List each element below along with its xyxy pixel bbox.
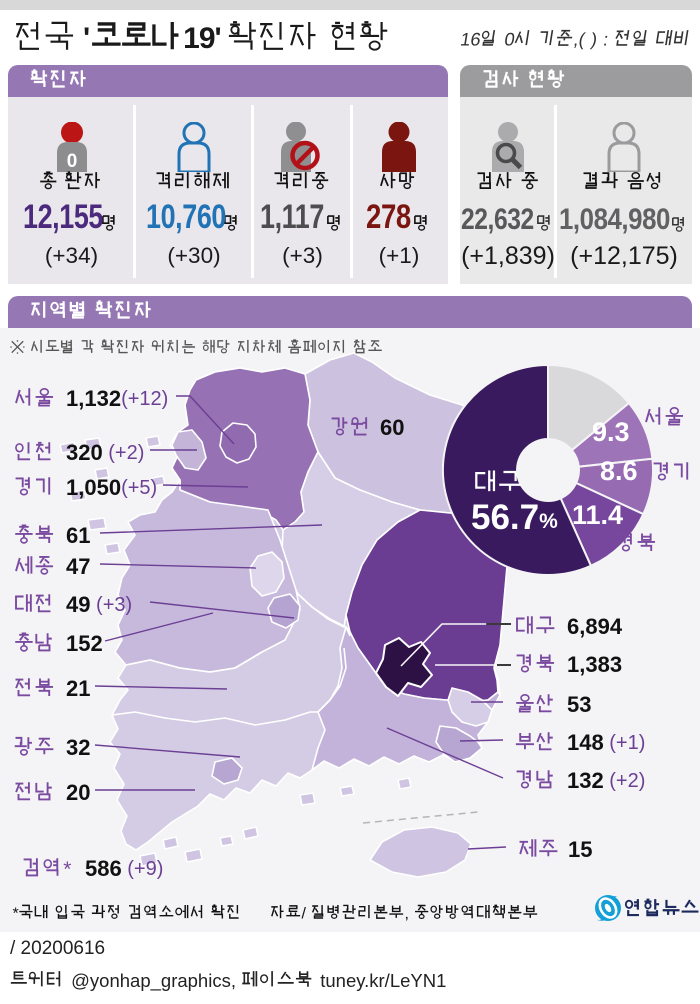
svg-text:/: /	[302, 905, 307, 922]
svg-text:0: 0	[503, 29, 516, 49]
svg-text:): )	[590, 29, 599, 49]
svg-text:0: 0	[66, 151, 77, 172]
svg-text::: :	[602, 29, 610, 49]
svg-text:*: *	[63, 858, 71, 881]
svg-text:*: *	[13, 905, 19, 922]
svg-text:,: ,	[405, 905, 409, 922]
svg-text:,(: ,(	[572, 29, 586, 49]
svg-text:16: 16	[459, 29, 482, 49]
